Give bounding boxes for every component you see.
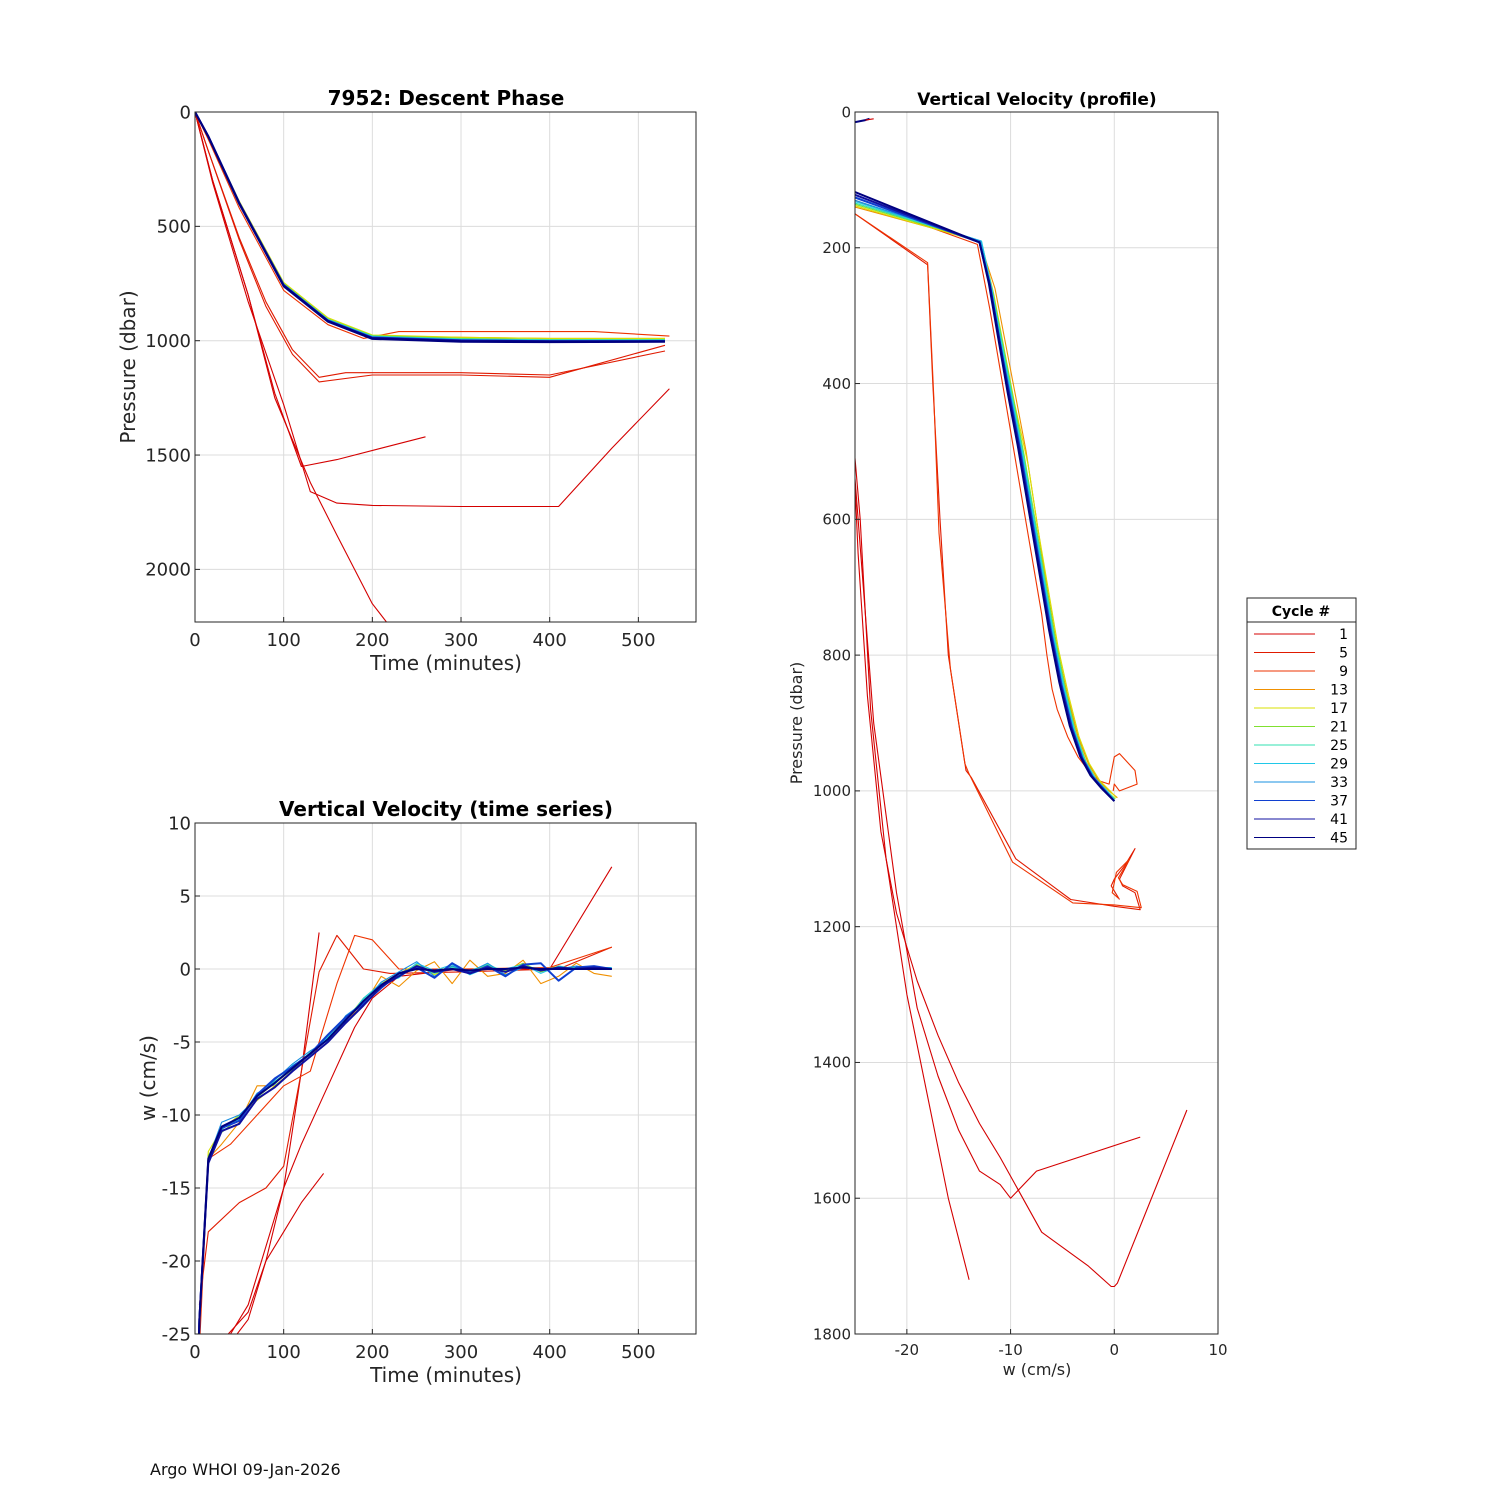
footer-stamp: Argo WHOI 09-Jan-2026: [150, 1460, 341, 1479]
w_profile-ytick-label: 400: [822, 375, 851, 393]
legend-label-cycle-1: 1: [1339, 627, 1348, 643]
descent-ytick-label: 0: [180, 102, 191, 123]
w_time-ytick-label: -20: [162, 1251, 191, 1272]
descent-panel: 0 100 200 300 400 500 0 500 1000 1500 2000 7952: D…: [116, 86, 697, 675]
w_time-ytick-label: -15: [162, 1178, 191, 1199]
descent-series-cycle-45: [195, 112, 666, 344]
w-time-panel: 0 100 200 300 400 500 10 5 0 -5 -10 -15 -20 -25 Verti…: [136, 797, 697, 1387]
w_profile-ytick-label: 800: [822, 646, 851, 664]
w_time-ytick-label: -5: [173, 1032, 191, 1053]
descent-axes-box: [194, 111, 697, 623]
descent-plot-area: [195, 112, 670, 622]
descent-ytick-label: 1500: [145, 445, 191, 466]
w-time-ticks: 0 100 200 300 400 500 10 5 0 -5 -10 -15 -20 -25: [162, 813, 656, 1363]
descent-xtick-label: 100: [266, 630, 300, 651]
w_time-ytick-label: 0: [180, 959, 191, 980]
legend-entries: 1 5 9 13 17 21 25 29 33 37 41 45: [1254, 627, 1348, 847]
legend-label-cycle-13: 13: [1330, 683, 1348, 699]
w_time-ytick-label: 10: [168, 813, 191, 834]
descent-xtick-label: 500: [621, 630, 655, 651]
w_time-xtick-label: 0: [189, 1342, 200, 1363]
w_time-series-cycle-41: [197, 965, 612, 1334]
descent-xtick-label: 300: [444, 630, 478, 651]
w_profile-ytick-label: 0: [841, 103, 851, 121]
w_profile-ytick-label: 1000: [813, 782, 851, 800]
w-time-plot-area: [197, 866, 613, 1334]
descent-ticks: 0 100 200 300 400 500 0 500 1000 1500 2000: [145, 102, 655, 651]
legend-label-cycle-21: 21: [1330, 720, 1348, 736]
descent-series-cycle-1: [195, 112, 670, 508]
w_profile-xtick-label: 10: [1208, 1341, 1227, 1359]
legend: Cycle # 1 5 9 13 17 21 25 29 33 37 41 45: [1246, 597, 1357, 850]
w_time-series-cycle-1: [227, 1173, 325, 1334]
descent-xlabel: Time (minutes): [369, 651, 522, 675]
w-time-xlabel: Time (minutes): [369, 1363, 522, 1387]
w_time-xtick-label: 200: [355, 1342, 389, 1363]
legend-label-cycle-33: 33: [1330, 775, 1348, 791]
w_profile-series-cycle-5: [855, 213, 1141, 911]
w_time-xtick-label: 500: [621, 1342, 655, 1363]
w_profile-xtick-label: 0: [1110, 1341, 1120, 1359]
w_profile-series-cycle-1: [865, 118, 874, 121]
legend-box: [1246, 597, 1357, 850]
descent-ytick-label: 1000: [145, 331, 191, 352]
w_profile-ytick-label: 200: [822, 239, 851, 257]
descent-grid: [194, 111, 696, 622]
legend-label-cycle-17: 17: [1330, 701, 1348, 717]
descent-title: 7952: Descent Phase: [328, 86, 565, 110]
descent-ytick-label: 2000: [145, 560, 191, 581]
w_time-series-cycle-45: [197, 966, 612, 1334]
w_profile-series-cycle-9: [855, 213, 1142, 909]
legend-label-cycle-37: 37: [1330, 794, 1348, 810]
descent-xtick-label: 0: [189, 630, 200, 651]
w_profile-ytick-label: 1600: [813, 1189, 851, 1207]
descent-xtick-label: 400: [533, 630, 567, 651]
w_profile-series-cycle-1: [855, 485, 1188, 1288]
w_profile-xtick-label: -20: [895, 1341, 920, 1359]
w-profile-panel: -20 -10 0 100200400600800100012001400160018…: [787, 90, 1228, 1379]
w_time-ytick-label: -10: [162, 1105, 191, 1126]
w_time-xtick-label: 400: [533, 1342, 567, 1363]
w_profile-ytick-label: 600: [822, 511, 851, 529]
legend-title: Cycle #: [1272, 604, 1331, 620]
descent-ylabel: Pressure (dbar): [116, 290, 140, 443]
w-time-ylabel: w (cm/s): [136, 1035, 160, 1121]
w_time-series-cycle-1: [236, 932, 320, 1334]
w_profile-series-cycle-45: [855, 191, 1116, 802]
descent-ytick-label: 500: [157, 217, 191, 238]
legend-label-cycle-9: 9: [1339, 664, 1348, 680]
w_time-ytick-label: -25: [162, 1324, 191, 1345]
descent-xtick-label: 200: [355, 630, 389, 651]
legend-label-cycle-5: 5: [1339, 646, 1348, 662]
w-profile-plot-area: [855, 117, 1188, 1288]
w-profile-ylabel: Pressure (dbar): [787, 662, 806, 785]
descent-series-cycle-9: [195, 112, 670, 339]
w_profile-ytick-label: 1800: [813, 1325, 851, 1343]
w_profile-series-cycle-9: [855, 199, 1138, 792]
legend-label-cycle-41: 41: [1330, 812, 1348, 828]
w-profile-title: Vertical Velocity (profile): [917, 90, 1156, 110]
w-profile-xlabel: w (cm/s): [1003, 1360, 1072, 1379]
w_profile-series-cycle-1: [855, 458, 970, 1280]
w_profile-ytick-label: 1400: [813, 1054, 851, 1072]
w_time-xtick-label: 300: [444, 1342, 478, 1363]
legend-label-cycle-29: 29: [1330, 757, 1348, 773]
legend-label-cycle-45: 45: [1330, 831, 1348, 847]
descent-series-cycle-1: [195, 112, 426, 468]
w_profile-series-cycle-1: [855, 478, 1141, 1199]
w_profile-xtick-label: -10: [998, 1341, 1023, 1359]
w_profile-ytick-label: 1200: [813, 918, 851, 936]
legend-label-cycle-25: 25: [1330, 738, 1348, 754]
w-time-title: Vertical Velocity (time series): [279, 797, 613, 821]
w-time-axes-box: [194, 822, 697, 1335]
descent-series-cycle-5: [195, 112, 666, 378]
w-profile-ticks: -20 -10 0 100200400600800100012001400160018…: [813, 103, 1228, 1359]
w_time-ytick-label: 5: [180, 886, 191, 907]
w_time-xtick-label: 100: [266, 1342, 300, 1363]
w-profile-axes-box: [854, 111, 1219, 1335]
